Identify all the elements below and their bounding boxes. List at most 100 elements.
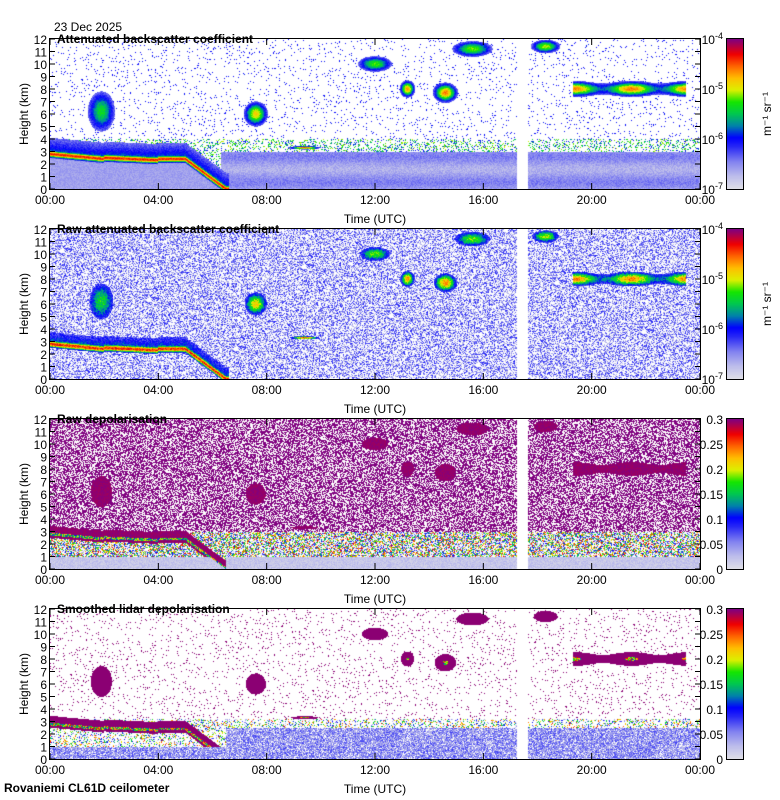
colorbar <box>727 229 743 379</box>
heatmap-image <box>50 419 700 569</box>
colorbar <box>727 39 743 189</box>
y-tick-label: 12 <box>34 223 48 237</box>
colorbar-tick-label: 10-4 <box>702 31 723 47</box>
x-tick-label: 16:00 <box>468 383 498 397</box>
colorbar-tick-label: 10-4 <box>702 221 723 237</box>
x-tick-label: 04:00 <box>143 573 173 587</box>
y-tick-label: 9 <box>40 641 47 655</box>
y-tick-label: 1 <box>40 361 47 375</box>
plot-frame <box>49 228 701 380</box>
x-tick-label: 00:00 <box>35 573 65 587</box>
y-tick-label: 4 <box>40 513 47 527</box>
y-tick-label: 2 <box>40 158 47 172</box>
x-tick-label: 16:00 <box>468 573 498 587</box>
plot-frame <box>49 38 701 190</box>
y-tick-label: 5 <box>40 501 47 515</box>
x-tick-label: 20:00 <box>577 193 607 207</box>
y-tick-label: 12 <box>34 413 48 427</box>
x-tick-label: 00:00 <box>685 763 715 777</box>
y-tick-label: 12 <box>34 33 48 47</box>
y-tick-label: 2 <box>40 348 47 362</box>
x-tick-label: 08:00 <box>252 383 282 397</box>
x-axis-label: Time (UTC) <box>344 592 406 606</box>
colorbar-tick-label: 0.3 <box>706 413 723 427</box>
chart-panel-4: Smoothed lidar depolarisation 0 1 2 3 4 5 6 7 8 9 1… <box>0 597 780 796</box>
colorbar-tick-label: 0.15 <box>700 678 724 692</box>
y-tick-label: 6 <box>40 488 47 502</box>
y-tick-label: 5 <box>40 691 47 705</box>
y-tick-label: 10 <box>34 628 48 642</box>
y-axis-label: Height (km) <box>17 653 31 715</box>
y-tick-label: 3 <box>40 336 47 350</box>
x-tick-label: 00:00 <box>685 193 715 207</box>
plot-frame <box>49 418 701 570</box>
y-tick-label: 11 <box>35 236 48 250</box>
y-tick-label: 4 <box>40 133 47 147</box>
date-label: 23 Dec 2025 <box>54 20 123 34</box>
y-tick-label: 0 <box>40 563 47 577</box>
chart-panel-1: Attenuated backscatter coefficient 0 1 2 3 4 5… <box>0 27 780 226</box>
colorbar-tick-label: 0.05 <box>700 728 724 742</box>
plot-frame <box>49 608 701 760</box>
y-tick-label: 12 <box>34 603 48 617</box>
x-tick-label: 00:00 <box>685 383 715 397</box>
colorbar-tick-label: 10-5 <box>702 271 723 287</box>
colorbar-unit-label: m⁻¹ sr⁻¹ <box>760 282 774 326</box>
colorbar-frame <box>726 38 744 190</box>
x-axis-label: Time (UTC) <box>344 402 406 416</box>
x-tick-label: 08:00 <box>252 763 282 777</box>
y-tick-label: 5 <box>40 311 47 325</box>
chart-panel-3: Raw depolarisation 0 1 2 3 4 5 6 7 8 9 10 11 12 00:00 0… <box>0 407 780 606</box>
y-tick-label: 2 <box>40 538 47 552</box>
y-tick-label: 10 <box>34 438 48 452</box>
x-tick-label: 12:00 <box>360 763 390 777</box>
x-tick-label: 20:00 <box>577 383 607 397</box>
y-tick-label: 6 <box>40 108 47 122</box>
y-tick-label: 11 <box>35 46 48 60</box>
instrument-label: Rovaniemi CL61D ceilometer <box>4 781 170 795</box>
y-axis-label: Height (km) <box>17 83 31 145</box>
colorbar-tick-label: 0 <box>716 753 723 767</box>
x-tick-label: 08:00 <box>252 193 282 207</box>
x-tick-label: 04:00 <box>143 193 173 207</box>
y-tick-label: 0 <box>40 373 47 387</box>
colorbar-tick-label: 0 <box>716 563 723 577</box>
x-tick-label: 12:00 <box>360 573 390 587</box>
colorbar-tick-label: 10-7 <box>702 181 723 197</box>
y-tick-label: 1 <box>40 551 47 565</box>
y-tick-label: 10 <box>34 248 48 262</box>
colorbar-tick-label: 10-6 <box>702 131 723 147</box>
y-tick-label: 1 <box>40 171 47 185</box>
colorbar-tick-label: 10-6 <box>702 321 723 337</box>
colorbar-tick-label: 10-5 <box>702 81 723 97</box>
colorbar <box>727 419 743 569</box>
y-tick-label: 11 <box>35 616 48 630</box>
y-tick-label: 11 <box>35 426 48 440</box>
x-tick-label: 04:00 <box>143 383 173 397</box>
y-tick-label: 8 <box>40 83 47 97</box>
y-tick-label: 6 <box>40 298 47 312</box>
x-tick-label: 16:00 <box>468 763 498 777</box>
colorbar-tick-label: 0.05 <box>700 538 724 552</box>
heatmap-image <box>50 229 700 379</box>
y-tick-label: 7 <box>40 666 47 680</box>
y-tick-label: 8 <box>40 273 47 287</box>
y-tick-label: 8 <box>40 463 47 477</box>
y-axis-label: Height (km) <box>17 463 31 525</box>
y-tick-label: 8 <box>40 653 47 667</box>
colorbar-tick-label: 0.2 <box>706 463 723 477</box>
y-tick-label: 3 <box>40 146 47 160</box>
x-tick-label: 20:00 <box>577 573 607 587</box>
y-tick-label: 5 <box>40 121 47 135</box>
x-tick-label: 16:00 <box>468 193 498 207</box>
y-tick-label: 4 <box>40 323 47 337</box>
y-tick-label: 4 <box>40 703 47 717</box>
y-tick-label: 0 <box>40 753 47 767</box>
colorbar-frame <box>726 418 744 570</box>
x-axis-label: Time (UTC) <box>344 212 406 226</box>
colorbar-frame <box>726 228 744 380</box>
colorbar-tick-label: 0.1 <box>706 513 723 527</box>
colorbar-tick-label: 0.15 <box>700 488 724 502</box>
